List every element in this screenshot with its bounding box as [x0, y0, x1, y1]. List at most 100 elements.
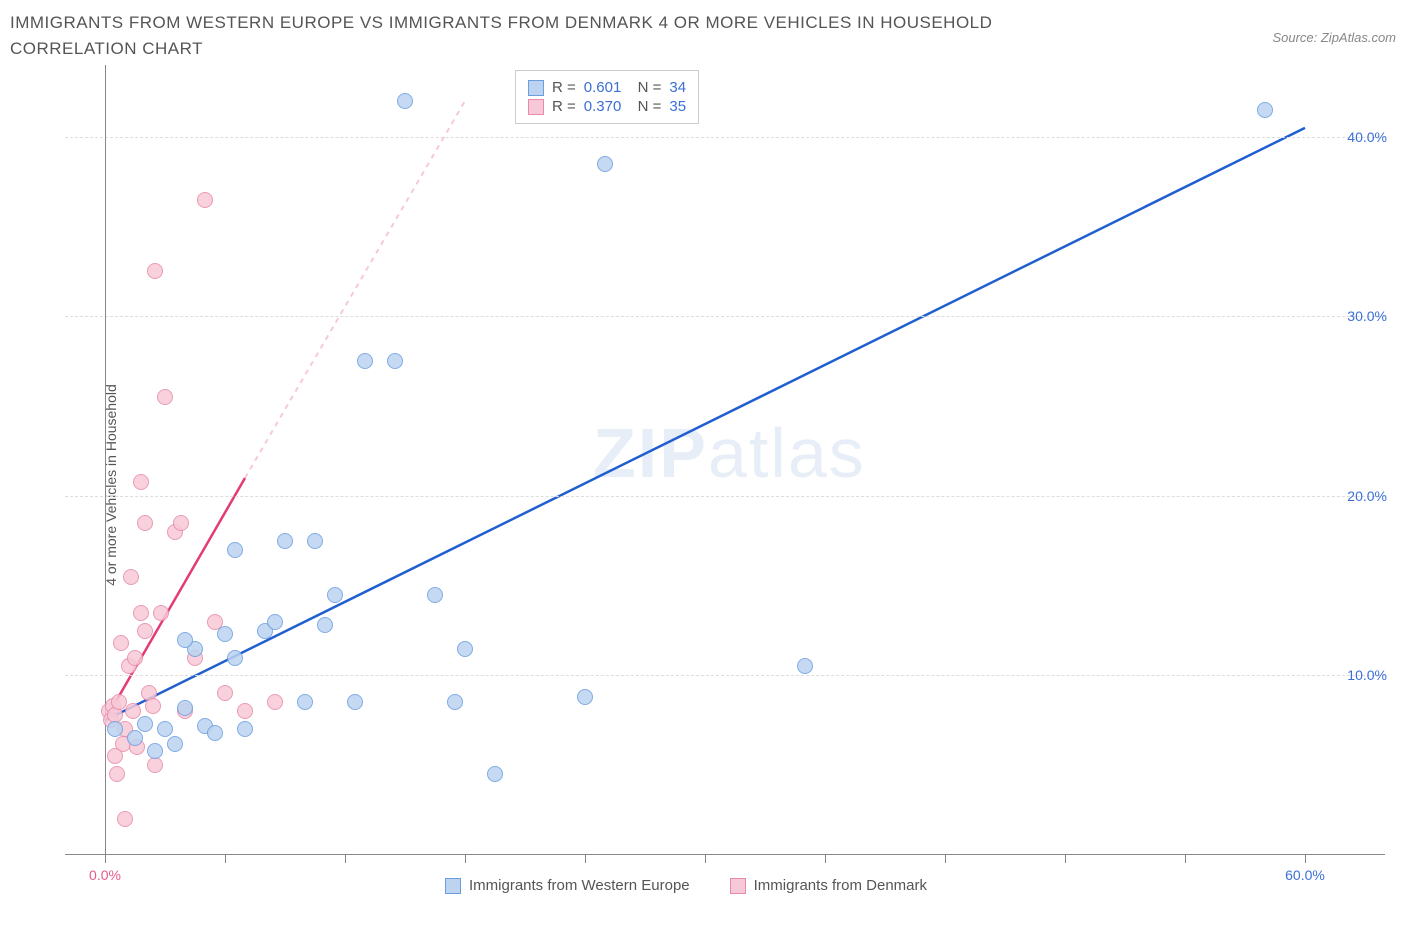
stats-box: R = 0.601 N = 34R = 0.370 N = 35: [515, 70, 699, 124]
stat-r-label: R =: [552, 98, 576, 115]
y-tick-label: 40.0%: [1347, 129, 1387, 145]
x-tick: [585, 855, 586, 863]
scatter-point: [1257, 102, 1273, 118]
y-tick-label: 10.0%: [1347, 667, 1387, 683]
x-tick: [105, 855, 106, 863]
scatter-point: [137, 515, 153, 531]
scatter-point: [127, 650, 143, 666]
scatter-point: [267, 614, 283, 630]
scatter-point: [297, 694, 313, 710]
scatter-point: [107, 721, 123, 737]
scatter-point: [307, 533, 323, 549]
scatter-point: [107, 748, 123, 764]
legend-swatch: [730, 878, 746, 894]
gridline-horizontal: [65, 137, 1385, 138]
scatter-point: [197, 192, 213, 208]
title-row: IMMIGRANTS FROM WESTERN EUROPE VS IMMIGR…: [10, 10, 1396, 61]
x-tick: [705, 855, 706, 863]
scatter-point: [133, 474, 149, 490]
scatter-point: [427, 587, 443, 603]
scatter-point: [133, 605, 149, 621]
legend-swatch: [445, 878, 461, 894]
chart-wrapper: IMMIGRANTS FROM WESTERN EUROPE VS IMMIGR…: [10, 10, 1396, 905]
stats-row: R = 0.370 N = 35: [528, 98, 686, 115]
x-tick: [465, 855, 466, 863]
scatter-point: [797, 658, 813, 674]
scatter-point: [317, 617, 333, 633]
x-tick: [225, 855, 226, 863]
stat-r-label: R =: [552, 79, 576, 96]
scatter-point: [147, 743, 163, 759]
x-tick: [1185, 855, 1186, 863]
scatter-point: [347, 694, 363, 710]
scatter-point: [397, 93, 413, 109]
scatter-point: [237, 721, 253, 737]
x-tick: [945, 855, 946, 863]
scatter-point: [457, 641, 473, 657]
scatter-point: [267, 694, 283, 710]
series-swatch: [528, 80, 544, 96]
scatter-point: [207, 725, 223, 741]
trend-line: [105, 478, 245, 720]
scatter-point: [157, 721, 173, 737]
stat-n-label: N =: [629, 98, 661, 115]
source-attribution: Source: ZipAtlas.com: [1272, 30, 1396, 45]
gridline-horizontal: [65, 316, 1385, 317]
stat-n-label: N =: [629, 79, 661, 96]
scatter-point: [177, 632, 193, 648]
trend-lines-svg: [65, 65, 1385, 855]
scatter-point: [153, 605, 169, 621]
x-tick: [345, 855, 346, 863]
watermark-part2: atlas: [708, 414, 866, 492]
scatter-point: [173, 515, 189, 531]
scatter-point: [217, 685, 233, 701]
plot-container: 4 or more Vehicles in Household ZIPatlas…: [10, 65, 1396, 905]
bottom-legend: Immigrants from Western Europe Immigrants…: [445, 877, 927, 894]
stat-n-value: 35: [669, 98, 686, 115]
stat-r-value: 0.601: [584, 79, 622, 96]
scatter-point: [127, 730, 143, 746]
y-tick-label: 30.0%: [1347, 308, 1387, 324]
stat-n-value: 34: [669, 79, 686, 96]
scatter-point: [177, 700, 193, 716]
legend-label: Immigrants from Western Europe: [469, 877, 690, 894]
scatter-point: [117, 811, 133, 827]
scatter-point: [327, 587, 343, 603]
scatter-point: [167, 736, 183, 752]
scatter-point: [137, 623, 153, 639]
scatter-point: [113, 635, 129, 651]
scatter-point: [447, 694, 463, 710]
series-swatch: [528, 99, 544, 115]
scatter-point: [109, 766, 125, 782]
stats-row: R = 0.601 N = 34: [528, 79, 686, 96]
scatter-point: [227, 542, 243, 558]
watermark: ZIPatlas: [593, 413, 866, 493]
legend-item: Immigrants from Western Europe: [445, 877, 690, 894]
watermark-part1: ZIP: [593, 414, 708, 492]
scatter-point: [577, 689, 593, 705]
y-axis-line: [105, 65, 106, 855]
legend-item: Immigrants from Denmark: [730, 877, 927, 894]
trend-line: [105, 128, 1305, 721]
scatter-point: [157, 389, 173, 405]
x-tick-label: 0.0%: [89, 867, 121, 883]
x-tick: [1065, 855, 1066, 863]
gridline-horizontal: [65, 675, 1385, 676]
x-tick: [825, 855, 826, 863]
y-tick-label: 20.0%: [1347, 488, 1387, 504]
scatter-point: [387, 353, 403, 369]
x-axis-line: [65, 854, 1385, 855]
scatter-point: [277, 533, 293, 549]
x-tick-label: 60.0%: [1285, 867, 1325, 883]
scatter-point: [123, 569, 139, 585]
scatter-point: [147, 757, 163, 773]
scatter-point: [597, 156, 613, 172]
scatter-point: [227, 650, 243, 666]
scatter-point: [237, 703, 253, 719]
scatter-point: [217, 626, 233, 642]
legend-label: Immigrants from Denmark: [754, 877, 927, 894]
scatter-point: [487, 766, 503, 782]
x-tick: [1305, 855, 1306, 863]
stat-r-value: 0.370: [584, 98, 622, 115]
scatter-point: [137, 716, 153, 732]
